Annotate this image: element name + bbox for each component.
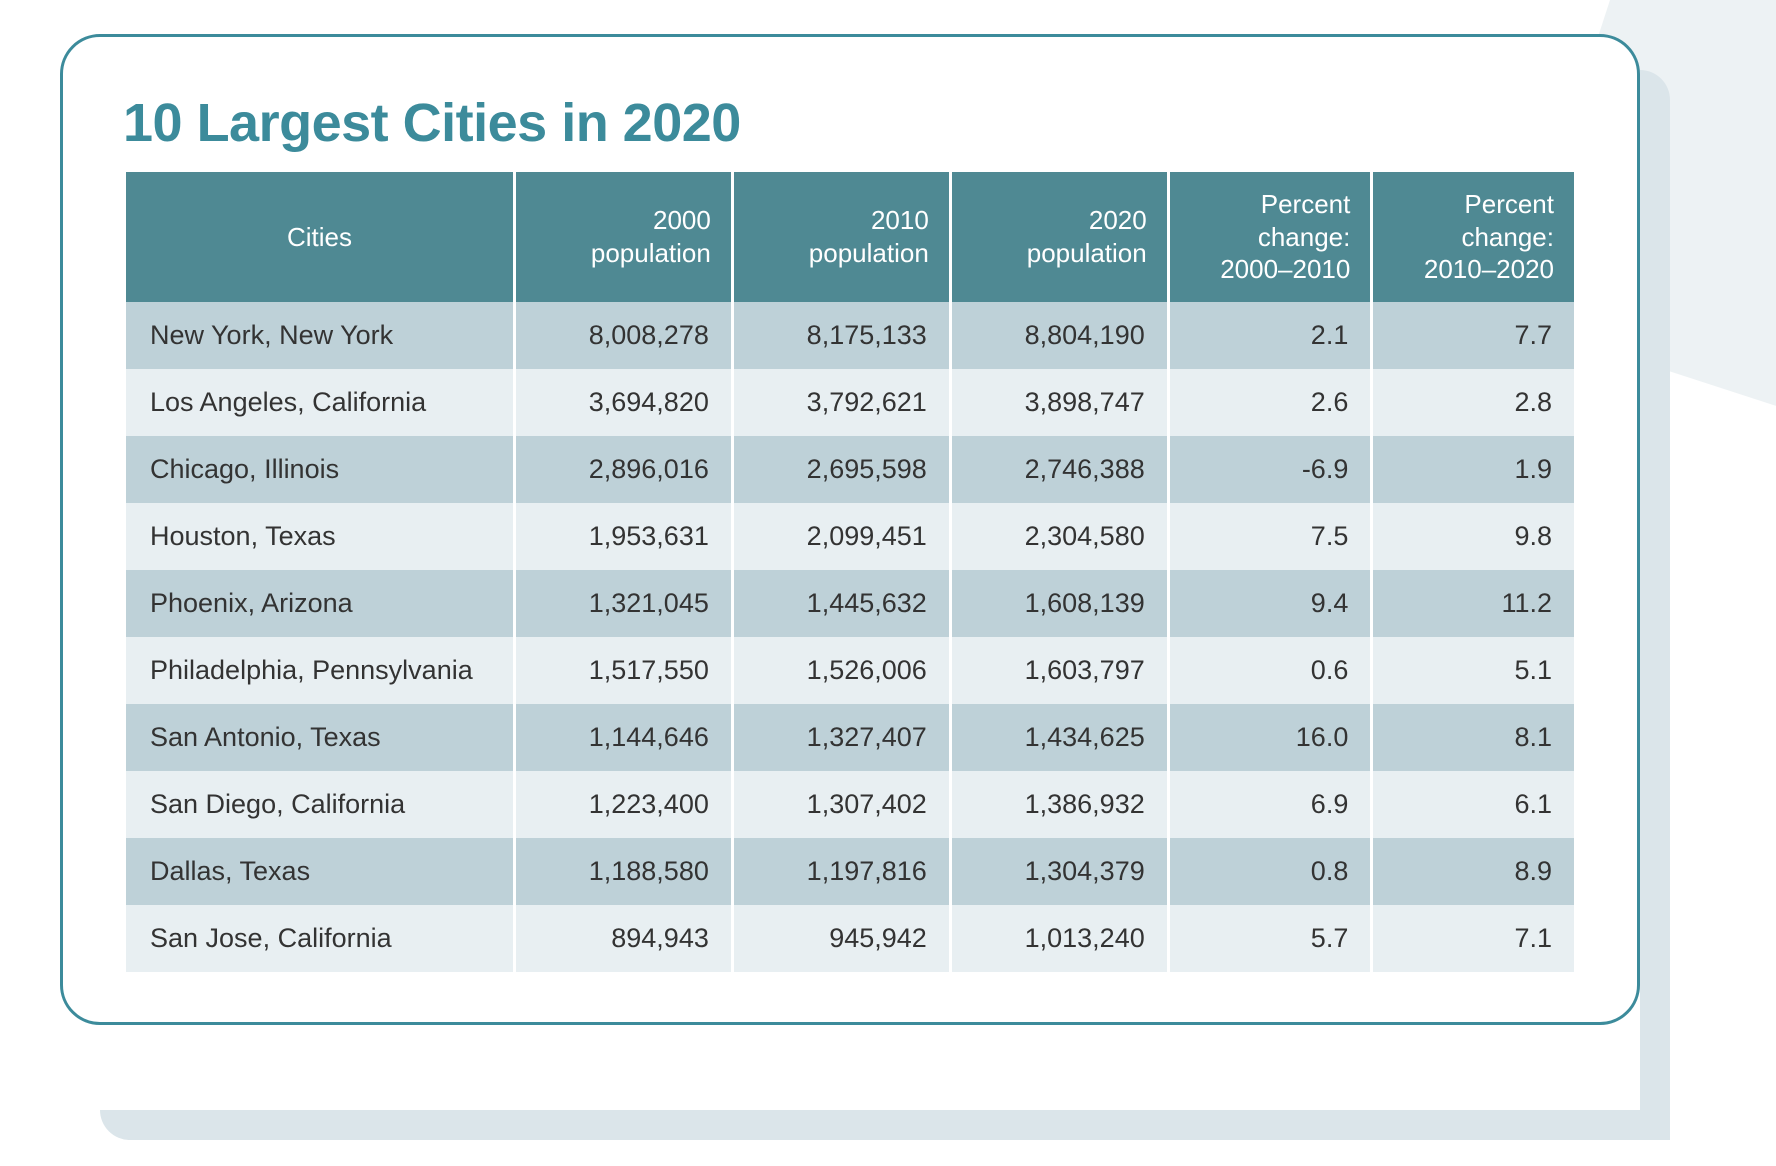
column-header: 2010 population <box>734 172 949 302</box>
value-cell: 1,197,816 <box>734 838 949 905</box>
table-row: Houston, Texas1,953,6312,099,4512,304,58… <box>126 503 1574 570</box>
column-header: 2020 population <box>952 172 1167 302</box>
table-row: New York, New York8,008,2788,175,1338,80… <box>126 302 1574 369</box>
card-shadow-bottom <box>100 1110 1670 1140</box>
largest-cities-table: Cities2000 population2010 population2020… <box>123 172 1577 972</box>
value-cell: 6.1 <box>1373 771 1574 838</box>
value-cell: 7.7 <box>1373 302 1574 369</box>
value-cell: 1,953,631 <box>516 503 731 570</box>
value-cell: 3,694,820 <box>516 369 731 436</box>
value-cell: 2,896,016 <box>516 436 731 503</box>
column-header: Percent change: 2000–2010 <box>1170 172 1371 302</box>
column-header: 2000 population <box>516 172 731 302</box>
value-cell: 1,144,646 <box>516 704 731 771</box>
value-cell: 0.6 <box>1170 637 1371 704</box>
city-name-cell: New York, New York <box>126 302 513 369</box>
table-row: San Jose, California894,943945,9421,013,… <box>126 905 1574 972</box>
value-cell: 2.1 <box>1170 302 1371 369</box>
city-name-cell: Houston, Texas <box>126 503 513 570</box>
page-title: 10 Largest Cities in 2020 <box>123 92 1577 154</box>
value-cell: 2.6 <box>1170 369 1371 436</box>
city-name-cell: San Diego, California <box>126 771 513 838</box>
value-cell: 3,898,747 <box>952 369 1167 436</box>
table-row: Los Angeles, California3,694,8203,792,62… <box>126 369 1574 436</box>
value-cell: 1,327,407 <box>734 704 949 771</box>
value-cell: 1,608,139 <box>952 570 1167 637</box>
city-name-cell: San Jose, California <box>126 905 513 972</box>
value-cell: 1,386,932 <box>952 771 1167 838</box>
value-cell: 8,175,133 <box>734 302 949 369</box>
card-shadow-right <box>1640 70 1670 1140</box>
table-header-row: Cities2000 population2010 population2020… <box>126 172 1574 302</box>
table-head: Cities2000 population2010 population2020… <box>126 172 1574 302</box>
table-row: Chicago, Illinois2,896,0162,695,5982,746… <box>126 436 1574 503</box>
value-cell: 8,008,278 <box>516 302 731 369</box>
value-cell: 5.7 <box>1170 905 1371 972</box>
value-cell: 3,792,621 <box>734 369 949 436</box>
table-body: New York, New York8,008,2788,175,1338,80… <box>126 302 1574 972</box>
value-cell: 9.8 <box>1373 503 1574 570</box>
value-cell: 6.9 <box>1170 771 1371 838</box>
value-cell: 1,517,550 <box>516 637 731 704</box>
value-cell: 11.2 <box>1373 570 1574 637</box>
value-cell: 7.1 <box>1373 905 1574 972</box>
value-cell: 1,526,006 <box>734 637 949 704</box>
value-cell: 1,304,379 <box>952 838 1167 905</box>
value-cell: -6.9 <box>1170 436 1371 503</box>
city-name-cell: San Antonio, Texas <box>126 704 513 771</box>
value-cell: 1,445,632 <box>734 570 949 637</box>
table-row: Philadelphia, Pennsylvania1,517,5501,526… <box>126 637 1574 704</box>
content-card: 10 Largest Cities in 2020 Cities2000 pop… <box>60 34 1640 1025</box>
value-cell: 2,695,598 <box>734 436 949 503</box>
value-cell: 0.8 <box>1170 838 1371 905</box>
value-cell: 2,746,388 <box>952 436 1167 503</box>
value-cell: 7.5 <box>1170 503 1371 570</box>
table-row: San Diego, California1,223,4001,307,4021… <box>126 771 1574 838</box>
value-cell: 8,804,190 <box>952 302 1167 369</box>
value-cell: 1,188,580 <box>516 838 731 905</box>
value-cell: 8.1 <box>1373 704 1574 771</box>
column-header: Cities <box>126 172 513 302</box>
city-name-cell: Dallas, Texas <box>126 838 513 905</box>
table-row: Dallas, Texas1,188,5801,197,8161,304,379… <box>126 838 1574 905</box>
column-header: Percent change: 2010–2020 <box>1373 172 1574 302</box>
value-cell: 1,603,797 <box>952 637 1167 704</box>
value-cell: 9.4 <box>1170 570 1371 637</box>
value-cell: 1,223,400 <box>516 771 731 838</box>
value-cell: 1,307,402 <box>734 771 949 838</box>
value-cell: 2.8 <box>1373 369 1574 436</box>
value-cell: 5.1 <box>1373 637 1574 704</box>
city-name-cell: Los Angeles, California <box>126 369 513 436</box>
city-name-cell: Chicago, Illinois <box>126 436 513 503</box>
value-cell: 2,304,580 <box>952 503 1167 570</box>
value-cell: 2,099,451 <box>734 503 949 570</box>
value-cell: 945,942 <box>734 905 949 972</box>
value-cell: 894,943 <box>516 905 731 972</box>
city-name-cell: Phoenix, Arizona <box>126 570 513 637</box>
table-row: Phoenix, Arizona1,321,0451,445,6321,608,… <box>126 570 1574 637</box>
value-cell: 1,321,045 <box>516 570 731 637</box>
value-cell: 1.9 <box>1373 436 1574 503</box>
city-name-cell: Philadelphia, Pennsylvania <box>126 637 513 704</box>
value-cell: 1,013,240 <box>952 905 1167 972</box>
value-cell: 8.9 <box>1373 838 1574 905</box>
value-cell: 16.0 <box>1170 704 1371 771</box>
value-cell: 1,434,625 <box>952 704 1167 771</box>
table-row: San Antonio, Texas1,144,6461,327,4071,43… <box>126 704 1574 771</box>
